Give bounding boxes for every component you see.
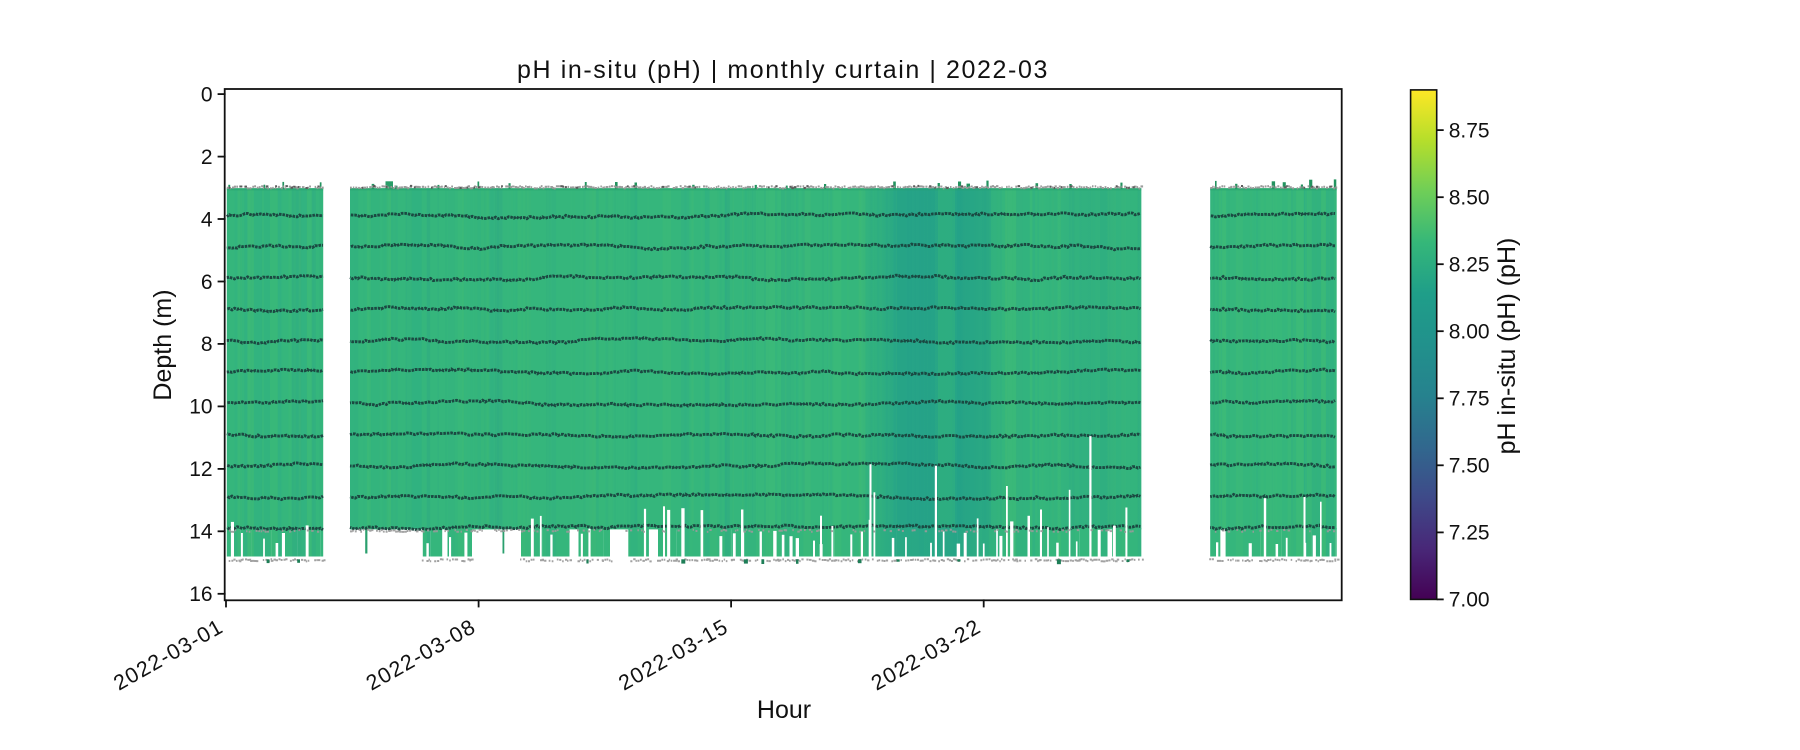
svg-text:0: 0 — [201, 83, 213, 106]
svg-text:6: 6 — [201, 271, 213, 294]
svg-text:8: 8 — [201, 333, 213, 356]
svg-text:8.25: 8.25 — [1449, 254, 1490, 277]
svg-text:Depth (m): Depth (m) — [149, 289, 177, 400]
svg-text:pH in-situ (pH) (pH): pH in-situ (pH) (pH) — [1493, 238, 1521, 455]
svg-text:14: 14 — [189, 521, 213, 544]
svg-text:12: 12 — [189, 458, 212, 481]
svg-text:8.75: 8.75 — [1449, 119, 1490, 142]
svg-text:7.50: 7.50 — [1449, 455, 1490, 478]
svg-text:2: 2 — [201, 146, 213, 169]
svg-text:pH in-situ (pH) | monthly curt: pH in-situ (pH) | monthly curtain | 2022… — [517, 56, 1049, 84]
svg-text:8.50: 8.50 — [1449, 187, 1490, 210]
svg-text:7.75: 7.75 — [1449, 388, 1490, 411]
svg-text:7.00: 7.00 — [1449, 589, 1490, 612]
svg-text:8.00: 8.00 — [1449, 321, 1490, 344]
svg-text:Hour: Hour — [757, 696, 811, 724]
svg-text:7.25: 7.25 — [1449, 522, 1490, 545]
svg-text:16: 16 — [189, 583, 212, 606]
svg-text:4: 4 — [201, 208, 213, 231]
svg-text:10: 10 — [189, 396, 212, 419]
